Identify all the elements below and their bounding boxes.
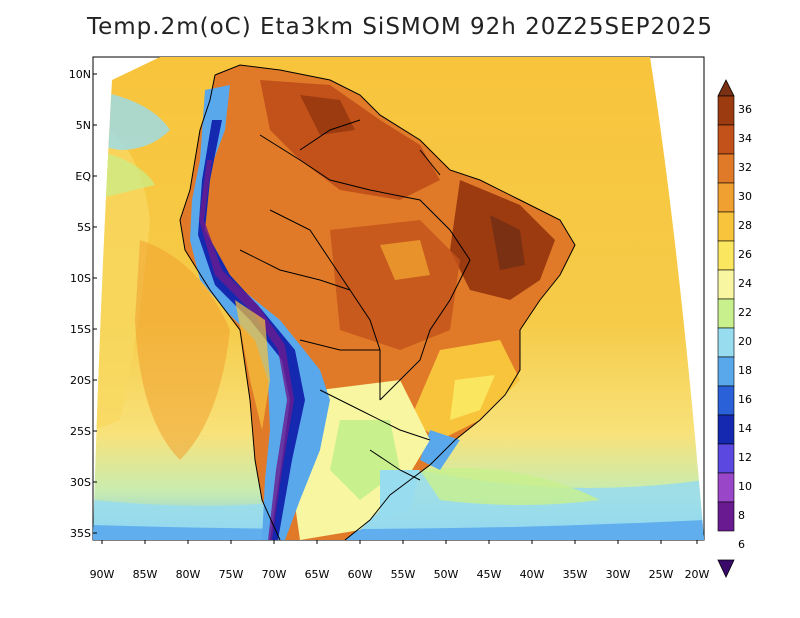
- colorbar-cell: [717, 327, 735, 358]
- colorbar-cell: [717, 95, 735, 126]
- lat-label: 30S: [70, 476, 91, 489]
- lon-label: 70W: [262, 568, 287, 581]
- lon-label: 30W: [606, 568, 631, 581]
- colorbar-cell: [717, 356, 735, 387]
- lon-label: 50W: [434, 568, 459, 581]
- colorbar-cell: [717, 298, 735, 329]
- lon-label: 55W: [391, 568, 416, 581]
- lat-label: 35S: [70, 527, 91, 540]
- colorbar-cell: [717, 124, 735, 155]
- colorbar-cell: [717, 269, 735, 300]
- lon-label: 60W: [348, 568, 373, 581]
- colorbar-cell: [717, 443, 735, 474]
- lon-axis: 90W 85W 80W 75W 70W 65W 60W 55W 50W 45W …: [90, 568, 710, 581]
- lat-label: 5S: [77, 221, 91, 234]
- colorbar-bottom-arrow: [717, 559, 735, 578]
- lat-label: 25S: [70, 425, 91, 438]
- colorbar-cell: [717, 240, 735, 271]
- political-boundaries: [179, 64, 576, 541]
- lon-label: 20W: [685, 568, 710, 581]
- lon-label: 75W: [219, 568, 244, 581]
- lon-label: 40W: [520, 568, 545, 581]
- colorbar-label: 20: [738, 335, 752, 348]
- lon-label: 65W: [305, 568, 330, 581]
- colorbar-label: 24: [738, 277, 752, 290]
- colorbar-cell: [717, 182, 735, 213]
- map-title: Temp.2m(oC) Eta3km SiSMOM 92h 20Z25SEP20…: [86, 14, 714, 40]
- lat-axis: 10N 5N EQ 5S 10S 15S 20S 25S 30S 35S: [69, 68, 92, 540]
- colorbar-cell: [717, 385, 735, 416]
- colorbar-cell: [717, 211, 735, 242]
- lon-label: 85W: [133, 568, 158, 581]
- colorbar-label: 36: [738, 103, 752, 116]
- colorbar-cell: [717, 414, 735, 445]
- lon-label: 35W: [563, 568, 588, 581]
- lon-label: 90W: [90, 568, 115, 581]
- colorbar: 36 34 32 30 28 26 24 22 20 18 16 14 12 1…: [717, 79, 752, 578]
- colorbar-label: 16: [738, 393, 752, 406]
- colorbar-label: 12: [738, 451, 752, 464]
- lat-label: 10N: [69, 68, 91, 81]
- colorbar-label: 34: [738, 132, 752, 145]
- colorbar-label: 28: [738, 219, 752, 232]
- lon-ticks: [101, 540, 698, 544]
- colorbar-label: 10: [738, 480, 752, 493]
- colorbar-top-arrow: [717, 79, 735, 97]
- colorbar-label: 14: [738, 422, 752, 435]
- colorbar-label: 30: [738, 190, 752, 203]
- colorbar-cell: [717, 501, 735, 532]
- colorbar-cell: [717, 153, 735, 184]
- colorbar-label: 8: [738, 509, 745, 522]
- lat-ticks: [93, 73, 97, 534]
- colorbar-label: 26: [738, 248, 752, 261]
- temperature-field: [93, 57, 704, 540]
- colorbar-label: 18: [738, 364, 752, 377]
- lat-label: EQ: [75, 170, 91, 183]
- colorbar-cell: [717, 472, 735, 503]
- lon-label: 25W: [649, 568, 674, 581]
- lat-label: 15S: [70, 323, 91, 336]
- colorbar-label: 22: [738, 306, 752, 319]
- lat-label: 20S: [70, 374, 91, 387]
- lat-label: 5N: [76, 119, 91, 132]
- colorbar-label: 6: [738, 538, 745, 551]
- lon-label: 45W: [477, 568, 502, 581]
- colorbar-label: 32: [738, 161, 752, 174]
- lon-label: 80W: [176, 568, 201, 581]
- lat-label: 10S: [70, 272, 91, 285]
